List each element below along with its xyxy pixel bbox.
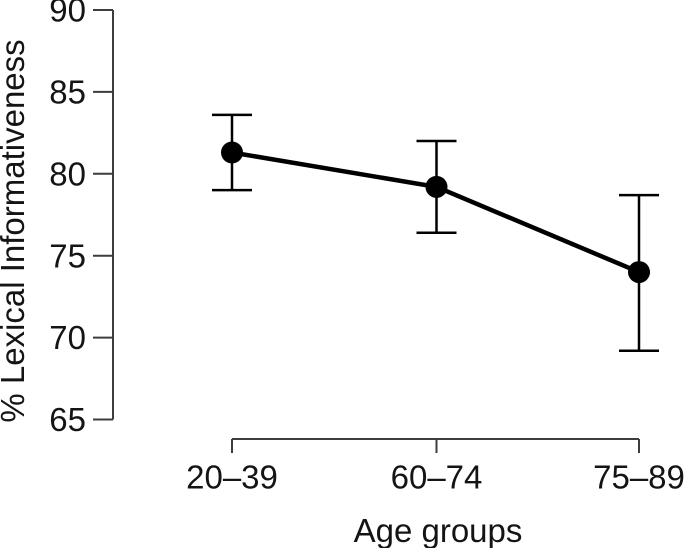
x-tick-label: 75–89 [593,459,685,496]
x-tick-label: 20–39 [186,459,278,496]
y-tick-label: 70 [49,319,86,356]
x-axis-title: Age groups [354,512,523,548]
y-tick-label: 75 [49,237,86,274]
y-tick-label: 85 [49,73,86,110]
data-point [628,261,650,284]
y-tick-label: 80 [49,155,86,192]
data-series-layer [212,113,659,352]
x-tick-label: 60–74 [391,459,483,496]
y-tick-label: 65 [49,401,86,438]
data-point [221,141,243,164]
y-tick-label: 90 [49,0,86,29]
y-axis-title: % Lexical Informativeness [0,39,31,422]
axes-layer: 65 70 75 80 85 90 20–39 60–74 75–89 [49,0,685,496]
data-point [425,175,448,198]
